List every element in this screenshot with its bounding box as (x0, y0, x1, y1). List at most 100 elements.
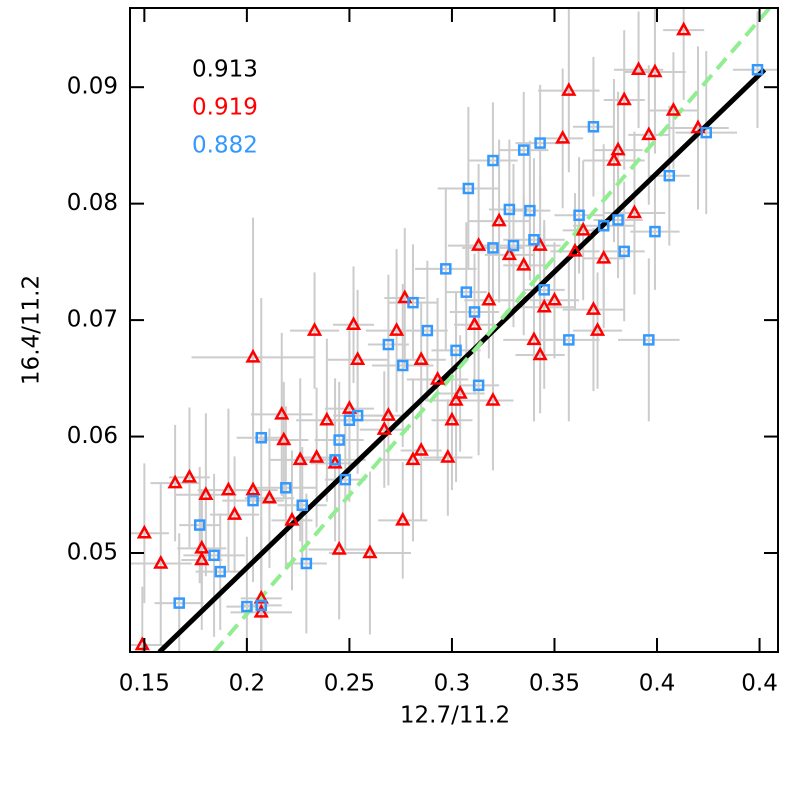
triangle-marker (226, 505, 243, 520)
triangle-marker (350, 351, 366, 365)
square-marker (663, 169, 676, 182)
square-marker (524, 204, 536, 217)
y-tick-label: 0.07 (67, 307, 118, 333)
square-marker (538, 284, 550, 296)
square-marker (440, 263, 452, 275)
square-marker (503, 203, 516, 216)
triangle-marker (466, 316, 483, 331)
square-marker (339, 473, 352, 486)
triangle-marker (245, 481, 261, 496)
square-marker (472, 379, 485, 392)
square-marker (460, 286, 473, 298)
triangle-marker (331, 540, 347, 555)
x-tick-label: 0.2 (229, 671, 266, 697)
plot-area (130, 8, 778, 652)
square-marker (351, 409, 364, 422)
square-marker (643, 334, 655, 346)
triangle-marker (610, 141, 626, 156)
triangle-marker (198, 486, 214, 501)
x-tick-label: 0.25 (324, 671, 375, 697)
square-marker (612, 214, 624, 226)
triangle-marker (413, 441, 429, 456)
square-marker (618, 245, 630, 258)
triangle-marker (376, 420, 392, 435)
triangle-marker (253, 589, 269, 604)
square-marker (396, 359, 409, 372)
y-axis-label: 16.4/11.2 (19, 275, 45, 385)
triangle-marker (606, 151, 622, 166)
triangle-marker (676, 21, 692, 36)
triangle-marker (546, 291, 563, 306)
triangle-marker (413, 351, 429, 365)
y-tick-label: 0.05 (67, 540, 118, 566)
y-tick-label: 0.06 (67, 423, 118, 449)
square-marker (280, 482, 292, 494)
square-marker (333, 434, 345, 446)
triangle-marker (561, 82, 577, 96)
triangle-marker (630, 61, 647, 75)
square-marker (587, 121, 600, 133)
triangle-marker (596, 249, 612, 264)
square-marker (329, 454, 341, 466)
square-marker (421, 324, 434, 337)
triangle-marker (181, 468, 198, 483)
triangle-marker (292, 451, 308, 466)
square-marker (173, 597, 185, 609)
square-marker (563, 334, 575, 346)
square-marker (407, 296, 419, 309)
triangle-marker (380, 407, 396, 421)
square-marker (597, 220, 610, 232)
triangle-marker (245, 348, 261, 363)
triangle-marker (194, 551, 210, 566)
triangle-marker (555, 129, 571, 144)
triangle-marker (220, 481, 237, 496)
square-marker (700, 126, 712, 139)
triangle-marker (153, 554, 169, 569)
square-marker (507, 239, 520, 252)
square-marker (208, 549, 220, 562)
triangle-marker (395, 511, 411, 526)
square-marker (462, 182, 475, 195)
square-marker (241, 600, 253, 613)
triangle-marker (345, 316, 362, 331)
square-marker (214, 565, 226, 578)
y-tick-label: 0.09 (67, 74, 118, 100)
square-marker (247, 494, 259, 507)
triangle-marker (481, 291, 497, 306)
triangle-marker (665, 101, 682, 116)
triangle-marker (306, 321, 323, 336)
square-marker (528, 233, 540, 246)
triangle-marker (136, 524, 152, 539)
square-marker (255, 431, 267, 444)
triangle-marker (616, 91, 632, 106)
triangle-marker (452, 384, 468, 399)
square-marker (300, 557, 313, 570)
triangle-marker (429, 370, 446, 385)
legend-entry: 0.919 (192, 95, 258, 121)
triangle-marker (585, 301, 602, 315)
x-tick-label: 0.35 (529, 671, 580, 697)
square-marker (534, 137, 546, 149)
legend-entry: 0.882 (192, 133, 258, 159)
square-marker (573, 209, 585, 222)
x-tick-label: 0.4 (741, 671, 778, 697)
square-marker (255, 599, 267, 612)
square-marker (751, 63, 764, 76)
square-marker (487, 242, 499, 254)
square-marker (296, 499, 309, 512)
triangle-marker (284, 511, 300, 526)
triangle-marker (405, 451, 421, 466)
triangle-marker (319, 411, 335, 426)
triangle-marker (532, 346, 548, 361)
square-marker (487, 154, 499, 167)
triangle-marker (575, 221, 591, 236)
square-marker (517, 144, 530, 156)
triangle-marker (589, 321, 606, 336)
triangle-marker (444, 411, 460, 426)
x-tick-label: 0.3 (434, 671, 471, 697)
triangle-marker (341, 400, 358, 414)
fit-line (157, 67, 767, 652)
triangle-marker (626, 204, 643, 219)
triangle-marker (641, 126, 657, 141)
